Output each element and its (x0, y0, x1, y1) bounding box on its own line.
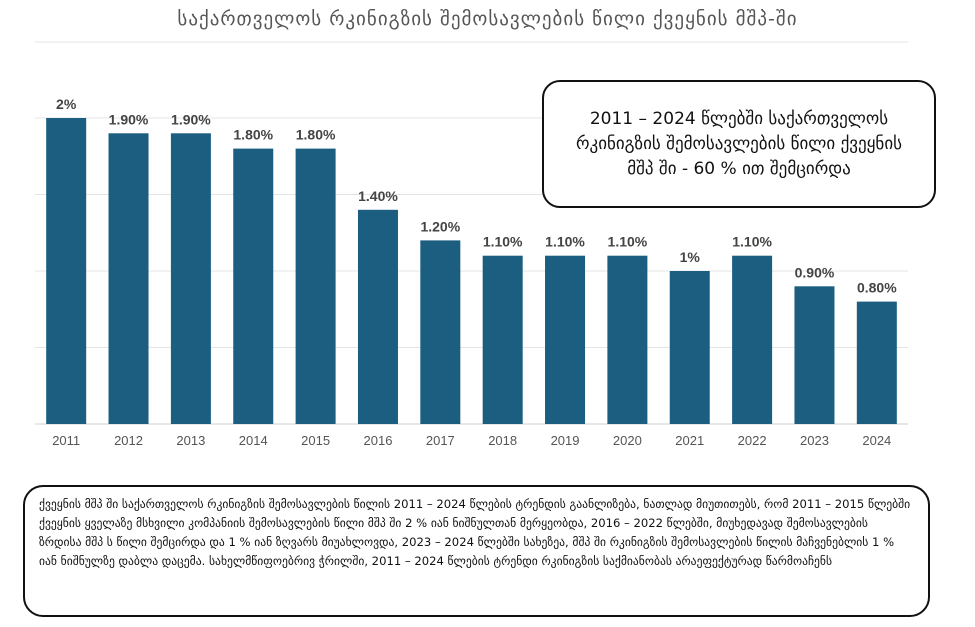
summary-box: ქვეყნის მშპ ში საქართველოს რკინიგზის შემ… (23, 485, 930, 617)
data-label-2023: 0.90% (795, 264, 835, 280)
bar-2012 (108, 133, 149, 425)
x-tick-2018: 2018 (488, 433, 517, 448)
bar-2016 (357, 209, 398, 424)
data-label-2013: 1.90% (171, 111, 211, 127)
bar-2021 (669, 271, 710, 424)
x-tick-2017: 2017 (426, 433, 455, 448)
x-tick-2022: 2022 (738, 433, 767, 448)
x-tick-2014: 2014 (239, 433, 268, 448)
summary-text: ქვეყნის მშპ ში საქართველოს რკინიგზის შემ… (39, 497, 911, 568)
x-tick-2011: 2011 (52, 433, 80, 448)
x-tick-2012: 2012 (114, 433, 143, 448)
bar-chart: 2% 1.90% 1.90% 1.80% 1.80% 1.40% 1.20% 1.10% 1.1… (35, 41, 908, 448)
x-tick-2015: 2015 (301, 433, 330, 448)
data-label-2019: 1.10% (545, 234, 585, 250)
x-tick-2013: 2013 (176, 433, 205, 448)
callout-box: 2011 – 2024 წლებში საქართველოს რკინიგზის… (542, 80, 936, 208)
data-label-2014: 1.80% (233, 127, 273, 143)
data-label-2020: 1.10% (608, 234, 648, 250)
chart-title: საქართველოს რკინიგზის შემოსავლების წილი … (177, 8, 798, 30)
bar-2018 (482, 255, 523, 424)
bar-2024 (856, 301, 897, 424)
x-tick-2020: 2020 (613, 433, 642, 448)
bars (46, 118, 897, 425)
data-labels: 2% 1.90% 1.90% 1.80% 1.80% 1.40% 1.20% 1.10% 1.1… (56, 96, 897, 296)
bar-2017 (420, 240, 461, 424)
data-label-2022: 1.10% (732, 234, 772, 250)
data-label-2011: 2% (56, 96, 77, 112)
data-label-2016: 1.40% (358, 188, 398, 204)
bar-2011 (46, 118, 87, 424)
data-label-2021: 1% (680, 249, 701, 265)
x-axis-ticks: 2011 2012 2013 2014 2015 2016 2017 2018 2019 2020… (52, 433, 891, 448)
x-tick-2023: 2023 (800, 433, 829, 448)
x-tick-2024: 2024 (862, 433, 891, 448)
x-tick-2021: 2021 (675, 433, 704, 448)
bar-2013 (170, 133, 211, 425)
x-tick-2016: 2016 (364, 433, 393, 448)
callout-text: 2011 – 2024 წლებში საქართველოს რკინიგზის… (576, 108, 902, 179)
data-label-2015: 1.80% (296, 127, 336, 143)
bar-2023 (794, 286, 835, 424)
bar-2015 (295, 148, 336, 424)
data-label-2024: 0.80% (857, 280, 897, 296)
bar-2020 (607, 255, 648, 424)
bar-2022 (732, 255, 773, 424)
data-label-2017: 1.20% (420, 218, 460, 234)
bar-2019 (545, 255, 586, 424)
data-label-2012: 1.90% (109, 111, 149, 127)
x-tick-2019: 2019 (551, 433, 580, 448)
bar-2014 (233, 148, 274, 424)
data-label-2018: 1.10% (483, 234, 523, 250)
